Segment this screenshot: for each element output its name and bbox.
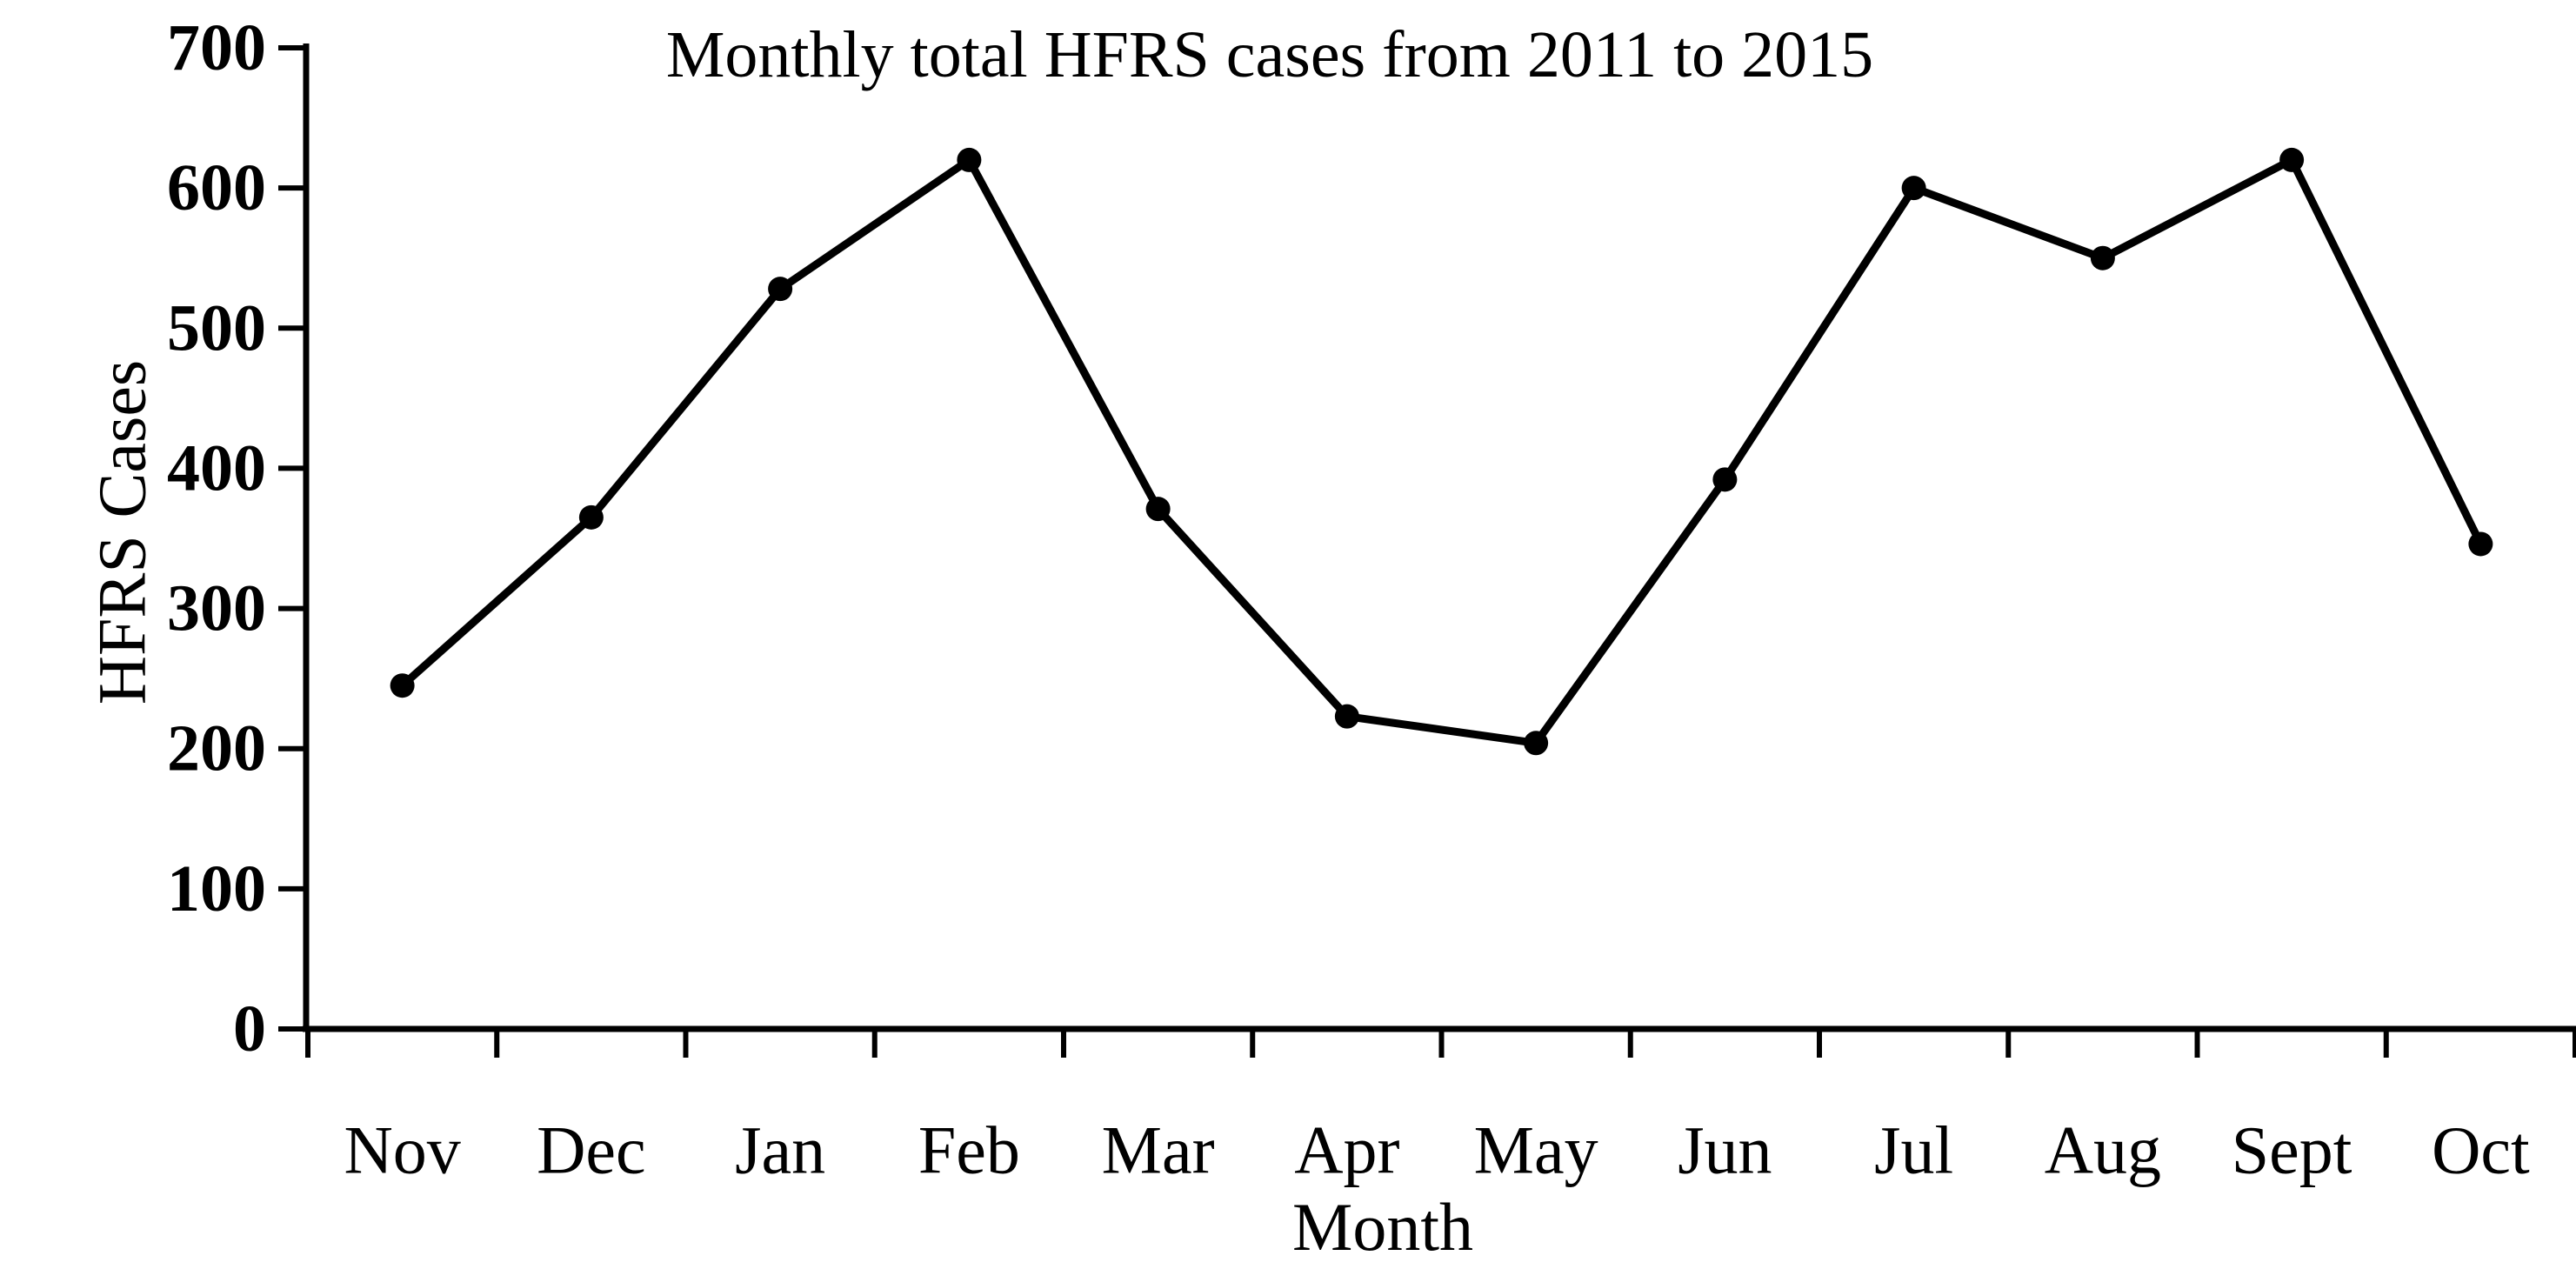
x-axis-label: Month <box>1291 1189 1474 1265</box>
series-line <box>398 156 2485 747</box>
data-point <box>768 277 793 302</box>
x-tick-label: Jun <box>1678 1112 1772 1188</box>
y-tick-label: 700 <box>167 11 266 84</box>
data-point <box>2279 147 2305 172</box>
x-tick-label: Mar <box>1102 1112 1215 1188</box>
data-point <box>1334 704 1359 729</box>
x-tick-label: Sept <box>2232 1112 2352 1188</box>
x-tick-label: Nov <box>344 1112 460 1188</box>
data-point <box>1145 497 1171 522</box>
y-tick-label: 300 <box>167 572 266 645</box>
x-tick-label: Oct <box>2432 1112 2530 1188</box>
y-tick-label: 500 <box>167 291 266 364</box>
data-point <box>1524 731 1549 756</box>
y-tick-label: 400 <box>167 431 266 504</box>
data-point <box>957 147 982 172</box>
data-point <box>578 504 604 530</box>
data-point <box>1901 176 1926 201</box>
y-tick-label: 600 <box>167 151 266 224</box>
data-point <box>390 673 415 698</box>
y-tick-label: 200 <box>167 712 266 785</box>
x-tick-label: Apr <box>1294 1112 1399 1188</box>
y-tick-label: 100 <box>167 852 266 925</box>
y-tick-label: 0 <box>233 992 266 1065</box>
x-tick-label: Aug <box>2045 1112 2161 1188</box>
x-tick-label: Dec <box>537 1112 646 1188</box>
x-tick-label: Jan <box>735 1112 825 1188</box>
data-point <box>2468 531 2493 557</box>
x-tick-label: Jul <box>1874 1112 1953 1188</box>
data-point <box>2090 245 2115 270</box>
x-tick-label: Feb <box>918 1112 1020 1188</box>
data-point <box>1712 467 1738 492</box>
x-tick-label: May <box>1474 1112 1598 1188</box>
chart-title: Monthly total HFRS cases from 2011 to 20… <box>665 18 1874 91</box>
